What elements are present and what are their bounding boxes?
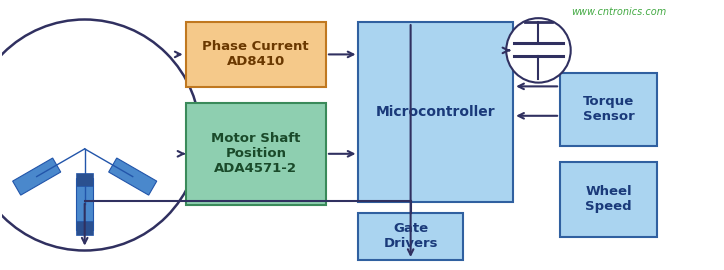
FancyBboxPatch shape [185,103,326,205]
FancyBboxPatch shape [76,173,93,186]
Text: Wheel
Speed: Wheel Speed [586,185,632,214]
FancyBboxPatch shape [109,158,157,195]
Circle shape [506,18,571,83]
FancyBboxPatch shape [560,162,657,237]
FancyBboxPatch shape [76,178,93,230]
FancyBboxPatch shape [560,73,657,146]
Text: Phase Current
AD8410: Phase Current AD8410 [203,40,309,68]
Text: Motor Shaft
Position
ADA4571-2: Motor Shaft Position ADA4571-2 [211,132,300,175]
Text: Torque
Sensor: Torque Sensor [583,96,634,123]
Circle shape [0,19,201,251]
FancyBboxPatch shape [358,22,513,202]
FancyBboxPatch shape [185,22,326,87]
FancyBboxPatch shape [358,213,463,260]
FancyBboxPatch shape [76,221,93,235]
Text: www.cntronics.com: www.cntronics.com [571,7,666,17]
FancyBboxPatch shape [12,158,61,195]
Text: Gate
Drivers: Gate Drivers [384,222,438,250]
Text: Microcontroller: Microcontroller [376,105,496,119]
